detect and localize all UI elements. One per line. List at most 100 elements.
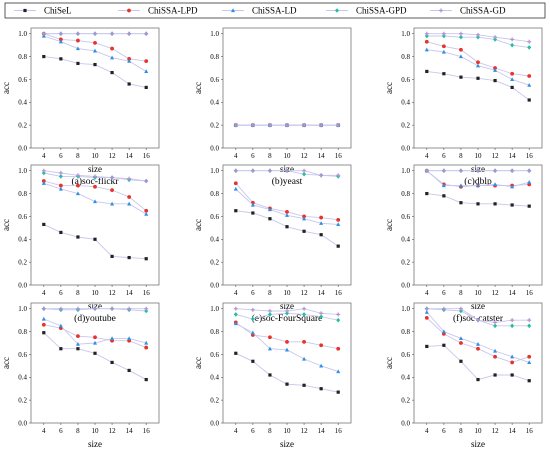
data-point: [510, 360, 515, 365]
data-point: [267, 346, 272, 351]
series-line: [43, 224, 147, 260]
y-tick-label: 0.4: [18, 99, 27, 107]
x-tick-label: 16: [143, 427, 151, 435]
data-point: [267, 309, 272, 313]
x-tick-label: 16: [143, 289, 151, 297]
series: [233, 320, 341, 351]
data-point: [75, 341, 80, 346]
y-tick-label: 0.2: [401, 122, 410, 130]
data-point: [493, 66, 497, 70]
data-point: [319, 314, 324, 320]
y-tick-label: 0.6: [18, 351, 27, 359]
series: [42, 222, 148, 261]
data-point: [268, 373, 272, 377]
data-point: [424, 31, 429, 36]
legend-label: ChiSeL: [44, 6, 72, 16]
legend-marker: [23, 8, 27, 13]
y-tick-label: 0.8: [401, 190, 410, 198]
y-tick-label: 0.6: [401, 76, 410, 84]
x-tick-label: 10: [475, 427, 483, 435]
data-point: [493, 168, 498, 173]
data-point: [302, 168, 307, 173]
x-axis-label: size: [471, 301, 485, 311]
x-tick-label: 10: [475, 289, 483, 297]
data-point: [285, 309, 289, 313]
data-point: [510, 184, 515, 189]
legend-entry: ChiSeL: [14, 6, 72, 16]
data-point: [233, 181, 238, 186]
x-tick-label: 6: [251, 289, 255, 297]
data-point: [527, 45, 532, 50]
x-tick-label: 6: [59, 427, 63, 435]
x-tick-label: 16: [335, 427, 343, 435]
legend-marker: [335, 8, 339, 13]
data-point: [302, 123, 307, 128]
x-tick-label: 12: [301, 289, 309, 297]
data-point: [93, 184, 97, 189]
data-point: [233, 306, 238, 311]
data-point: [458, 34, 463, 40]
data-point: [336, 390, 340, 394]
series: [41, 31, 149, 64]
data-point: [58, 171, 63, 175]
data-point: [110, 201, 115, 206]
data-point: [41, 181, 46, 185]
x-tick-label: 4: [425, 427, 429, 435]
y-tick-label: 0.2: [210, 122, 219, 130]
data-point: [476, 183, 480, 188]
data-point: [441, 329, 446, 334]
y-tick-label: 1.0: [18, 305, 27, 313]
data-point: [319, 233, 323, 237]
data-point: [250, 316, 255, 322]
y-axis-label: acc: [384, 82, 394, 94]
series: [42, 331, 148, 382]
y-tick-label: 0.4: [210, 236, 219, 244]
x-axis-label: size: [280, 439, 294, 449]
legend-marker: [127, 8, 131, 13]
x-tick-label: 14: [126, 289, 134, 297]
x-tick-label: 6: [442, 289, 446, 297]
series: [424, 168, 532, 173]
data-point: [76, 38, 80, 43]
y-tick-label: 0.0: [401, 144, 410, 152]
legend-entry: ChiSSA-GD: [430, 6, 506, 16]
series: [41, 31, 149, 36]
y-tick-label: 0.8: [401, 328, 410, 336]
data-point: [41, 306, 46, 311]
y-tick-label: 1.0: [18, 167, 27, 175]
x-axis-label: size: [280, 301, 294, 311]
data-point: [319, 387, 323, 391]
data-point: [75, 191, 80, 196]
data-point: [58, 174, 63, 179]
y-tick-label: 0.2: [401, 397, 410, 405]
y-tick-label: 0.0: [18, 281, 27, 289]
series: [41, 322, 149, 350]
data-point: [510, 318, 515, 323]
series: [41, 306, 149, 311]
data-point: [234, 209, 238, 213]
legend: ChiSeL ChiSSA-LPD ChiSSA-LD ChiSSA-GPD ChiSS…: [4, 2, 546, 19]
panel: 0.00.20.40.60.81.046810121416sizeacc(i)y…: [384, 302, 543, 449]
x-tick-label: 6: [442, 152, 446, 160]
x-tick-label: 4: [42, 289, 46, 297]
data-point: [233, 312, 238, 317]
plot-frame: [30, 27, 160, 149]
data-point: [93, 174, 97, 179]
x-tick-label: 8: [76, 427, 80, 435]
y-tick-label: 0.6: [18, 76, 27, 84]
x-tick-label: 4: [42, 152, 46, 160]
x-tick-label: 8: [76, 289, 80, 297]
data-point: [76, 235, 80, 239]
data-point: [144, 85, 148, 90]
data-point: [336, 217, 341, 222]
data-point: [493, 182, 498, 187]
x-tick-label: 4: [42, 427, 46, 435]
plot-frame: [222, 27, 352, 149]
data-point: [285, 382, 289, 386]
data-point: [41, 179, 46, 183]
data-point: [476, 202, 480, 206]
y-tick-label: 0.0: [18, 144, 27, 152]
series-line: [426, 70, 530, 101]
data-point: [458, 336, 463, 341]
series-line: [426, 317, 530, 363]
